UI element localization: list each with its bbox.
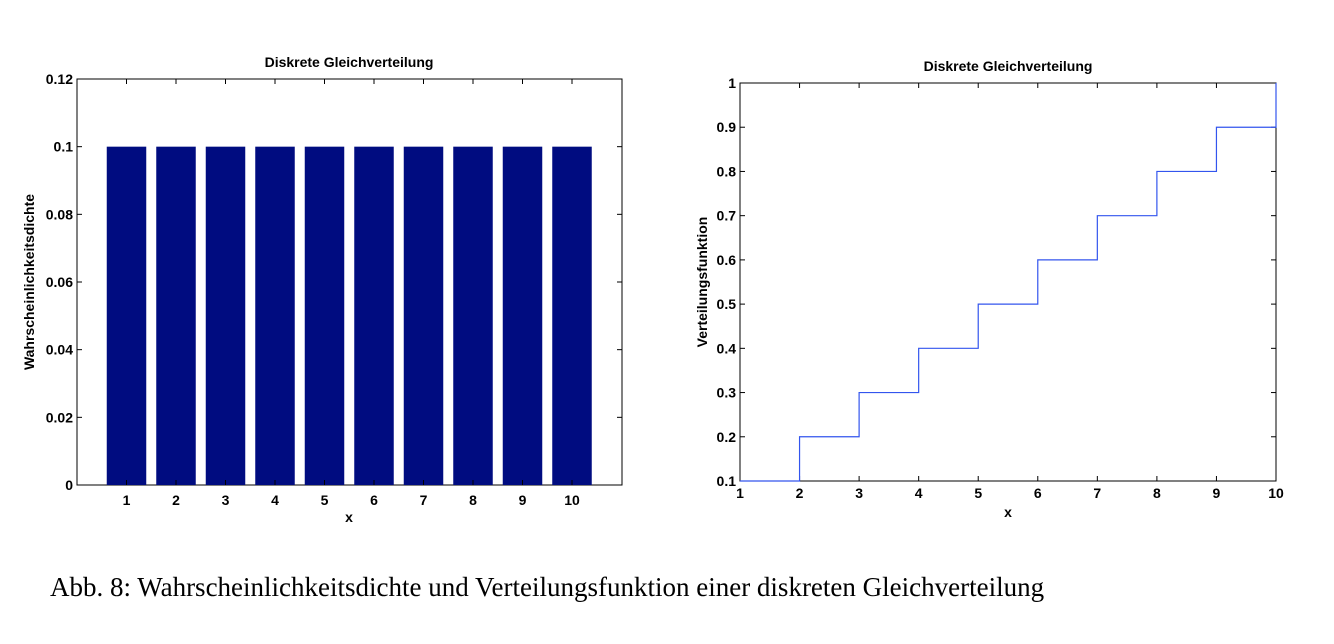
bar-8	[453, 146, 493, 485]
y-tick-label: 0.3	[717, 385, 737, 401]
cdf-y-axis-label: Verteilungsfunktion	[694, 217, 710, 348]
y-tick-label: 0.8	[717, 163, 737, 179]
x-tick-label: 5	[321, 492, 329, 508]
pdf-y-axis-label: Wahrscheinlichkeitsdichte	[21, 194, 37, 370]
bar-6	[354, 146, 394, 485]
pdf-chart-title: Diskrete Gleichverteilung	[265, 54, 434, 70]
bar-2	[156, 146, 196, 485]
y-tick-label: 0.9	[717, 119, 737, 135]
x-tick-label: 7	[420, 492, 428, 508]
x-tick-label: 6	[1034, 485, 1042, 501]
x-tick-label: 5	[974, 485, 982, 501]
x-tick-label: 2	[172, 492, 180, 508]
bar-7	[403, 146, 444, 485]
x-tick-label: 1	[123, 492, 131, 508]
y-tick-label: 0.08	[46, 206, 73, 222]
pdf-x-axis-label: x	[345, 509, 353, 525]
x-tick-label: 9	[1213, 485, 1221, 501]
cdf-x-axis-label: x	[1004, 504, 1012, 520]
y-tick-label: 0.7	[717, 208, 737, 224]
bar-4	[255, 146, 295, 485]
x-tick-label: 4	[271, 492, 279, 508]
x-tick-label: 8	[1153, 485, 1161, 501]
x-tick-label: 3	[855, 485, 863, 501]
x-tick-label: 3	[222, 492, 230, 508]
bar-9	[502, 146, 543, 485]
y-tick-label: 0.12	[46, 71, 73, 87]
x-tick-label: 2	[796, 485, 804, 501]
bar-1	[106, 146, 147, 485]
y-tick-label: 0.04	[46, 342, 73, 358]
x-tick-label: 8	[469, 492, 477, 508]
x-tick-label: 7	[1093, 485, 1101, 501]
y-tick-label: 0.02	[46, 409, 73, 425]
bar-10	[552, 146, 592, 485]
cdf-step-line	[740, 83, 1277, 482]
bar-5	[304, 146, 345, 485]
y-tick-label: 0.06	[46, 274, 73, 290]
figure-caption: Abb. 8: Wahrscheinlichkeitsdichte und Ve…	[50, 572, 1045, 602]
y-tick-label: 0.5	[717, 296, 737, 312]
y-tick-label: 0.6	[717, 252, 737, 268]
x-tick-label: 1	[736, 485, 744, 501]
cdf-plot-frame	[739, 82, 1277, 482]
x-tick-label: 10	[564, 492, 580, 508]
x-tick-label: 9	[519, 492, 527, 508]
x-tick-label: 4	[915, 485, 923, 501]
bar-3	[205, 146, 246, 485]
x-tick-label: 6	[370, 492, 378, 508]
cdf-chart-title: Diskrete Gleichverteilung	[924, 58, 1093, 74]
y-tick-label: 0.1	[717, 473, 737, 489]
y-tick-label: 0.2	[717, 429, 737, 445]
y-tick-label: 0	[65, 477, 73, 493]
x-tick-label: 10	[1268, 485, 1284, 501]
y-tick-label: 0.1	[54, 139, 74, 155]
y-tick-label: 0.4	[717, 340, 737, 356]
y-tick-label: 1	[728, 75, 736, 91]
